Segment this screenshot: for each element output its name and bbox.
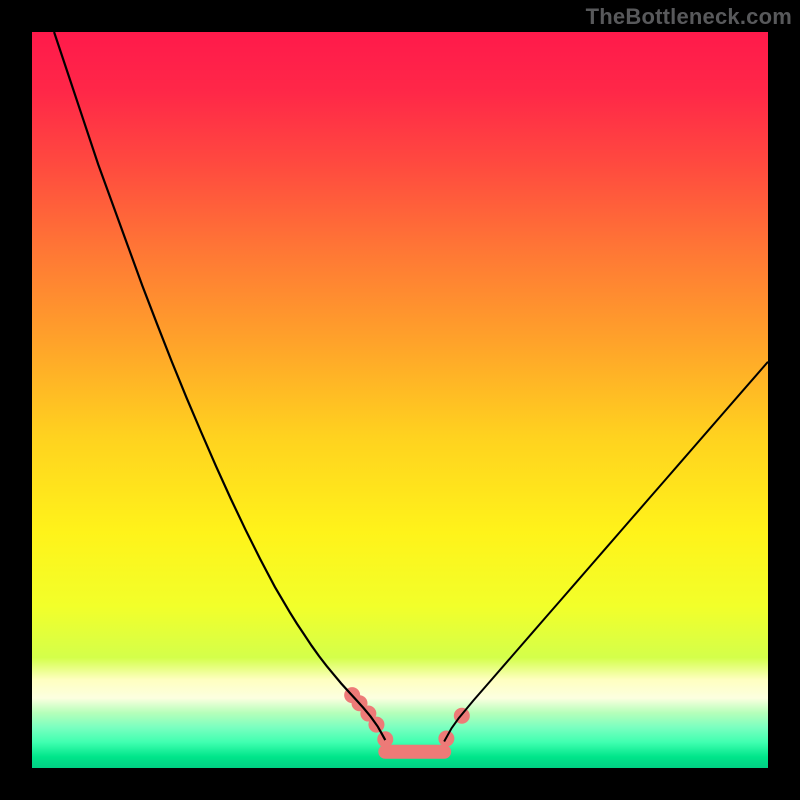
chart-frame: TheBottleneck.com <box>0 0 800 800</box>
emphasis-region <box>344 687 470 752</box>
curve-right <box>444 362 768 742</box>
curve-left <box>54 32 385 740</box>
watermark-text: TheBottleneck.com <box>586 4 792 30</box>
plot-area <box>32 32 768 768</box>
curves-layer <box>32 32 768 768</box>
